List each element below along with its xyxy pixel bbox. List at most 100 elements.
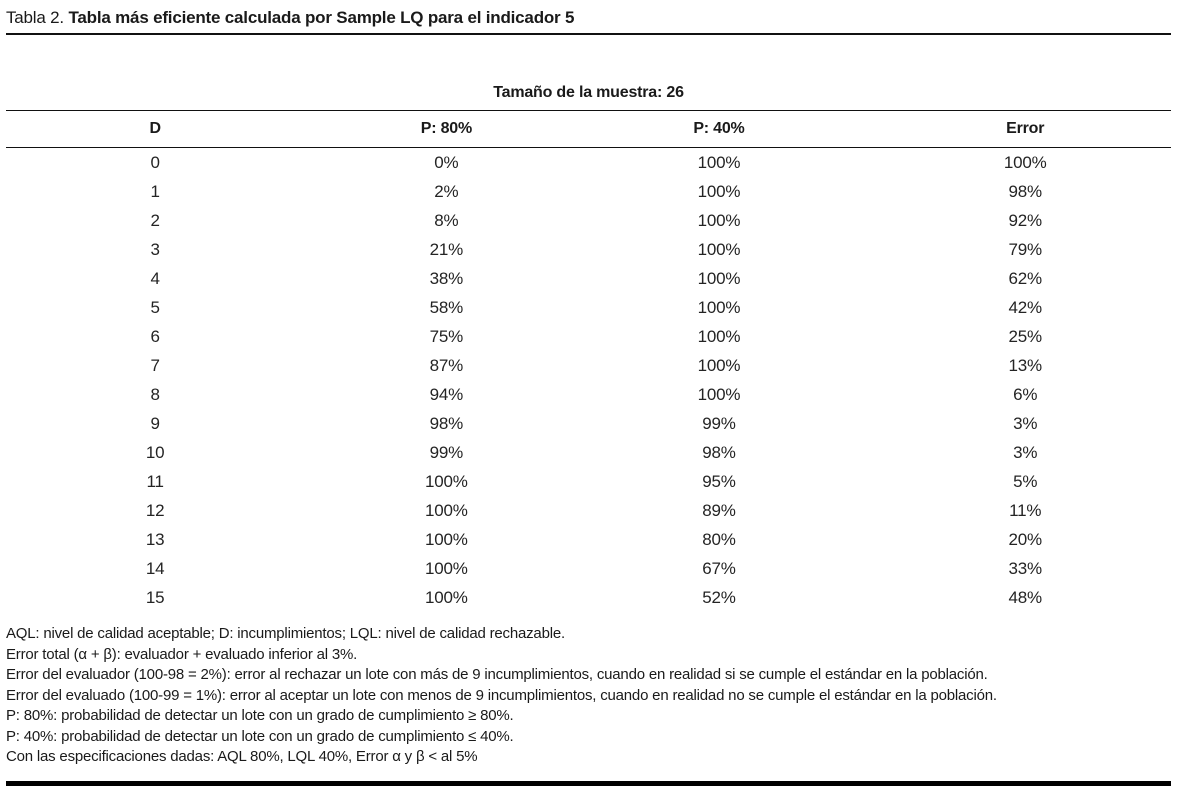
cell-p40: 100% [697, 384, 741, 404]
table-row: 10 99% 98% 3% [6, 438, 1171, 467]
column-header-error: Error [849, 110, 1171, 148]
cell-error: 3% [1013, 413, 1038, 433]
cell-error: 13% [1008, 355, 1043, 375]
cell-d: 11 [146, 471, 164, 491]
table-row: 15 100% 52% 48% [6, 583, 1171, 612]
table-row: 2 8% 100% 92% [6, 206, 1171, 235]
cell-d: 5 [150, 297, 160, 317]
cell-d: 9 [150, 413, 160, 433]
cell-d: 1 [150, 181, 160, 201]
cell-p40: 99% [702, 413, 736, 433]
cell-p40: 95% [702, 471, 736, 491]
cell-p40: 100% [697, 326, 741, 346]
cell-p40: 52% [702, 587, 736, 607]
footnote-line: Error del evaluado (100-99 = 1%): error … [6, 686, 997, 704]
cell-error: 6% [1013, 384, 1038, 404]
cell-error: 5% [1013, 471, 1038, 491]
footnotes-block: AQL: nivel de calidad aceptable; D: incu… [6, 624, 1171, 768]
cell-d: 15 [145, 587, 165, 607]
table-title-text: Tabla más eficiente calculada por Sample… [68, 8, 575, 27]
cell-p40: 80% [702, 529, 736, 549]
efficiency-table: D P: 80% P: 40% Error 0 0% 100% 100% 1 2… [6, 110, 1171, 612]
cell-p40: 100% [697, 210, 741, 230]
cell-d: 3 [150, 239, 160, 259]
cell-error: 25% [1008, 326, 1043, 346]
table-row: 8 94% 100% 6% [6, 380, 1171, 409]
cell-p80: 100% [425, 529, 468, 549]
cell-error: 79% [1008, 239, 1043, 259]
table-title: Tabla 2. Tabla más eficiente calculada p… [6, 7, 1171, 28]
cell-p40: 100% [697, 152, 741, 172]
cell-error: 20% [1008, 529, 1043, 549]
cell-p80: 21% [429, 239, 464, 259]
cell-d: 10 [145, 442, 165, 462]
table-row: 1 2% 100% 98% [6, 177, 1171, 206]
cell-error: 62% [1008, 268, 1043, 288]
bottom-rule [6, 780, 1171, 786]
cell-error: 11% [1009, 500, 1042, 520]
cell-p80: 100% [425, 587, 468, 607]
cell-error: 33% [1008, 558, 1043, 578]
cell-p80: 38% [429, 268, 464, 288]
footnote-line: P: 40%: probabilidad de detectar un lote… [6, 727, 514, 745]
column-header-d: D [6, 110, 305, 148]
table-row: 6 75% 100% 25% [6, 322, 1171, 351]
cell-error: 48% [1008, 587, 1043, 607]
footnote-line: Con las especificaciones dadas: AQL 80%,… [6, 748, 478, 765]
cell-p80: 100% [425, 558, 468, 578]
table-row: 0 0% 100% 100% [6, 148, 1171, 178]
cell-p40: 89% [702, 500, 736, 520]
column-header-p40: P: 40% [588, 110, 850, 148]
cell-d: 0 [150, 152, 160, 172]
footnote-line: AQL: nivel de calidad aceptable; D: incu… [6, 625, 565, 642]
cell-p40: 100% [697, 181, 741, 201]
table-row: 14 100% 67% 33% [6, 554, 1171, 583]
cell-d: 12 [145, 500, 165, 520]
table-row: 3 21% 100% 79% [6, 235, 1171, 264]
cell-p80: 75% [429, 326, 464, 346]
footnote-line: P: 80%: probabilidad de detectar un lote… [6, 707, 514, 724]
cell-p40: 98% [702, 442, 736, 462]
cell-p80: 99% [429, 442, 464, 462]
footnote-line: Error del evaluador (100-98 = 2%): error… [6, 666, 988, 683]
cell-d: 8 [150, 384, 160, 404]
cell-p80: 100% [425, 471, 468, 491]
cell-p40: 100% [697, 268, 741, 288]
cell-p80: 98% [429, 413, 464, 433]
cell-d: 4 [150, 268, 160, 288]
cell-p80: 58% [429, 297, 464, 317]
cell-p80: 0% [434, 152, 459, 172]
column-header-p80: P: 80% [304, 110, 589, 148]
footnote-line: Error total (α + β): evaluador + evaluad… [6, 645, 358, 663]
cell-error: 98% [1008, 181, 1043, 201]
header-row: D P: 80% P: 40% Error [6, 110, 1171, 148]
table-number-label: Tabla 2. [6, 8, 64, 27]
table-row: 13 100% 80% 20% [6, 525, 1171, 554]
title-rule [6, 33, 1171, 35]
cell-error: 3% [1013, 442, 1038, 462]
table-row: 4 38% 100% 62% [6, 264, 1171, 293]
cell-p80: 8% [434, 210, 459, 230]
cell-p40: 100% [697, 355, 741, 375]
sample-size-caption: Tamaño de la muestra: 26 [493, 84, 684, 101]
cell-d: 7 [150, 355, 160, 375]
cell-p40: 100% [697, 297, 741, 317]
cell-error: 42% [1008, 297, 1043, 317]
cell-d: 13 [145, 529, 165, 549]
cell-p80: 2% [434, 181, 459, 201]
table-row: 7 87% 100% 13% [6, 351, 1171, 380]
table-row: 12 100% 89% 11% [6, 496, 1171, 525]
table-header: D P: 80% P: 40% Error [6, 110, 1171, 148]
table-row: 9 98% 99% 3% [6, 409, 1171, 438]
cell-p40: 67% [702, 558, 736, 578]
cell-p80: 100% [425, 500, 468, 520]
cell-error: 100% [1003, 152, 1047, 172]
table-row: 11 100% 95% 5% [6, 467, 1171, 496]
cell-p40: 100% [697, 239, 741, 259]
cell-d: 2 [150, 210, 160, 230]
cell-d: 6 [150, 326, 160, 346]
cell-p80: 87% [429, 355, 464, 375]
cell-p80: 94% [429, 384, 464, 404]
table-row: 5 58% 100% 42% [6, 293, 1171, 322]
